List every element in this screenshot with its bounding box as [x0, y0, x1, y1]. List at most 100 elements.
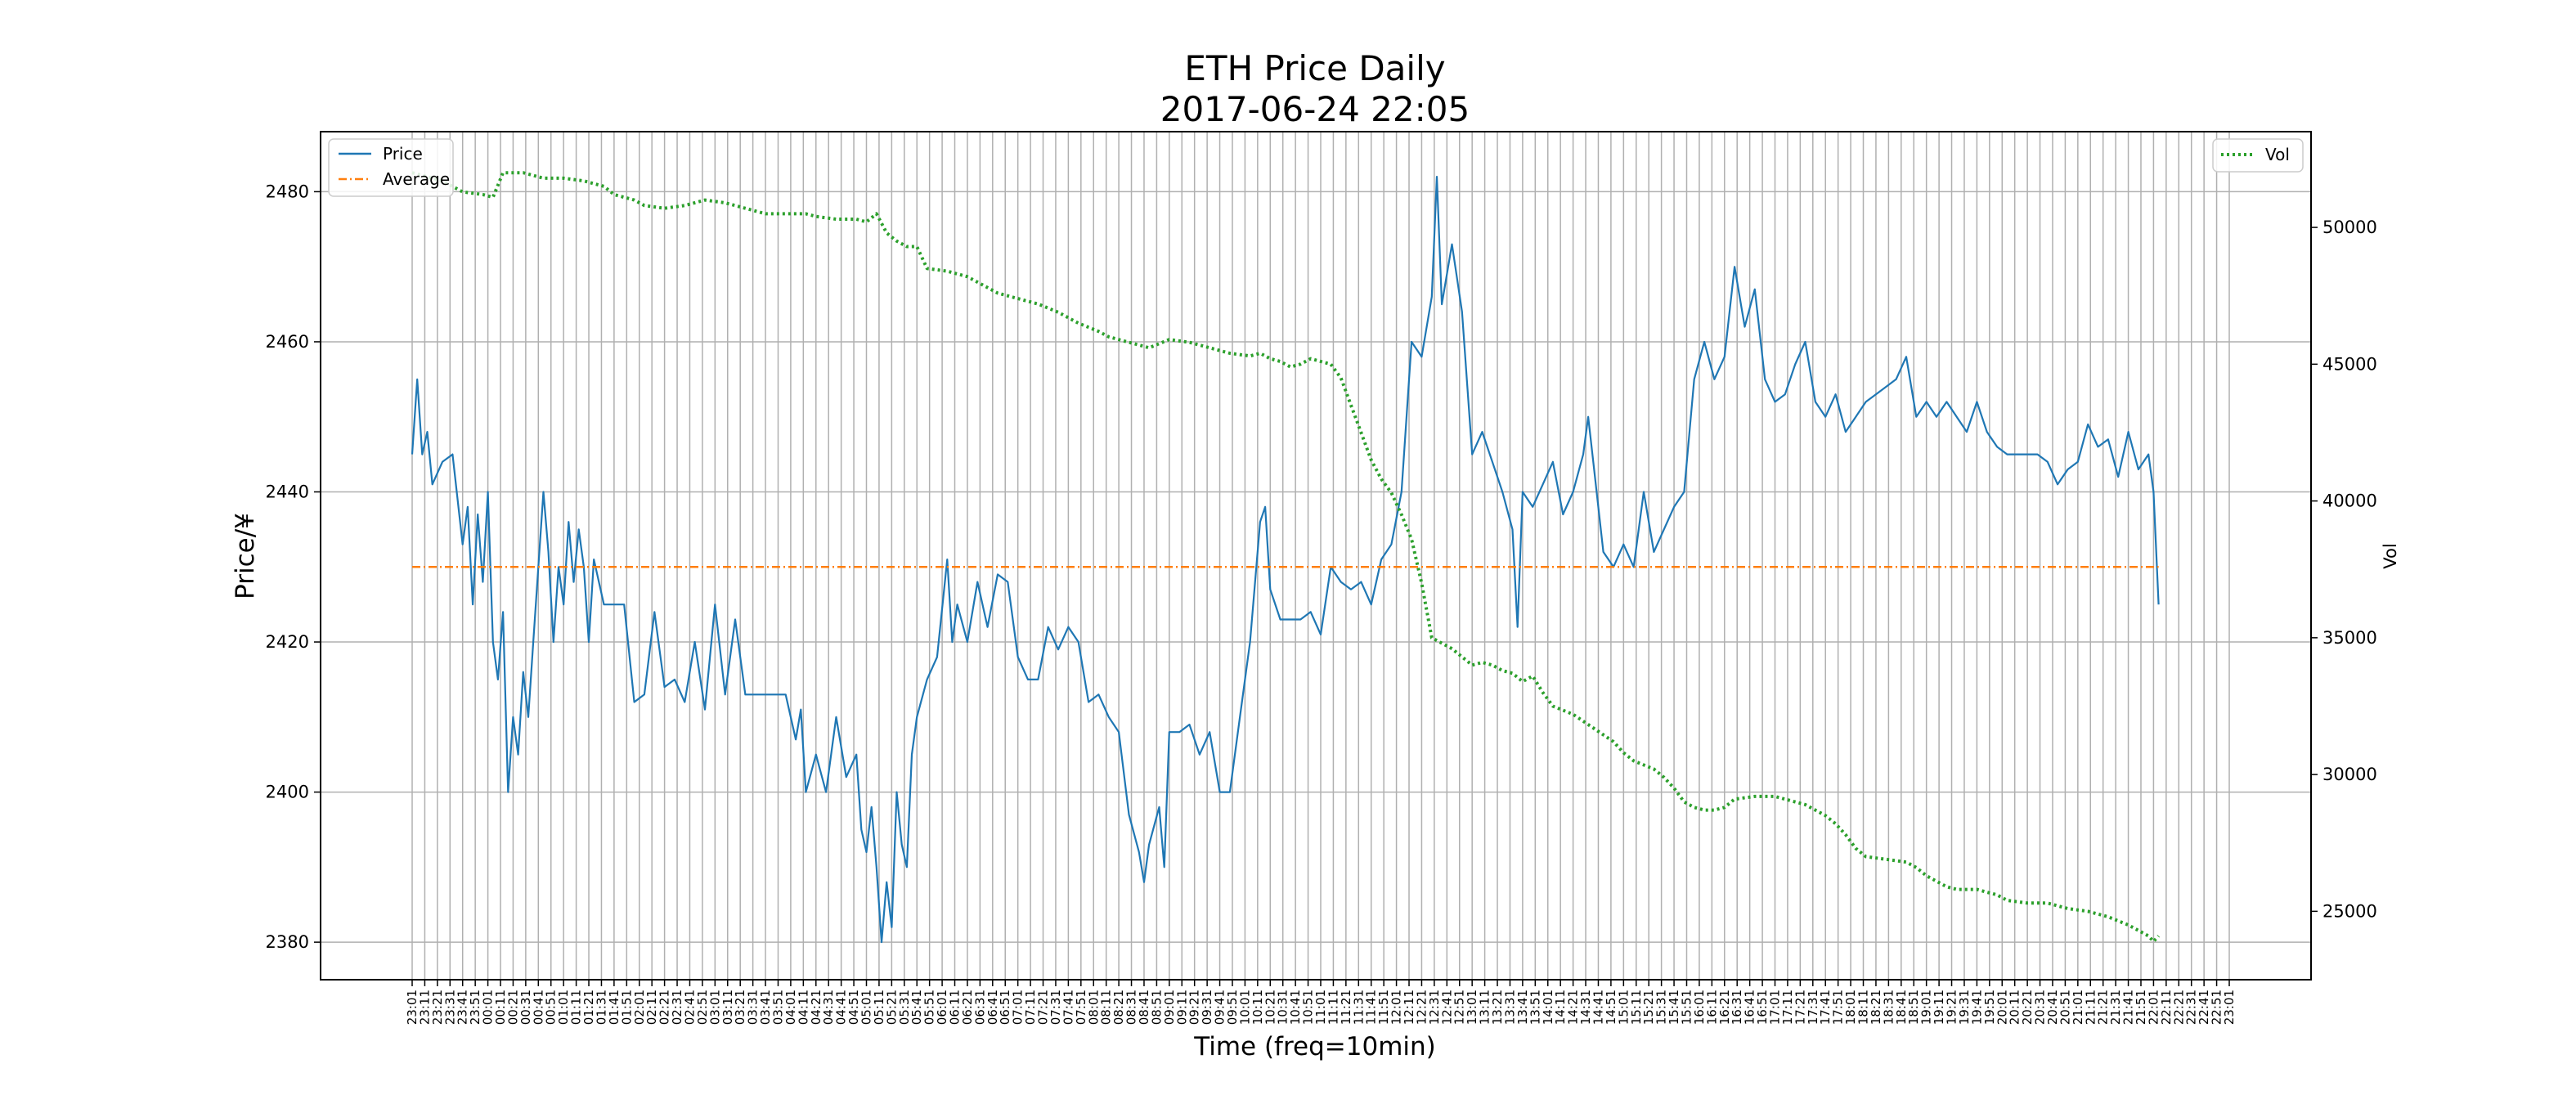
x-tick-label: 06:11: [948, 990, 963, 1025]
x-tick-label: 11:51: [1376, 990, 1391, 1025]
x-tick-label: 02:51: [695, 990, 710, 1025]
x-tick-label: 22:41: [2197, 990, 2211, 1025]
x-tick-label: 03:51: [770, 990, 785, 1025]
legend-right: Vol: [2212, 138, 2304, 173]
x-tick-label: 01:11: [569, 990, 584, 1025]
x-tick-label: 06:51: [998, 990, 1012, 1025]
x-tick-label: 06:41: [985, 990, 1000, 1025]
x-tick-label: 20:11: [2008, 990, 2022, 1025]
x-tick-label: 00:21: [505, 990, 520, 1025]
x-tick-label: 02:41: [682, 990, 697, 1025]
x-tick-label: 01:01: [556, 990, 571, 1025]
x-tick-label: 16:21: [1717, 990, 1732, 1025]
x-tick-label: 04:51: [846, 990, 861, 1025]
x-tick-label: 17:41: [1818, 990, 1833, 1025]
x-tick-label: 16:41: [1743, 990, 1757, 1025]
x-tick-label: 04:01: [783, 990, 798, 1025]
x-tick-label: 18:51: [1906, 990, 1921, 1025]
x-tick-label: 22:31: [2184, 990, 2199, 1025]
x-tick-label: 12:21: [1414, 990, 1429, 1025]
chart-title: ETH Price Daily: [1184, 48, 1445, 88]
x-tick-label: 22:21: [2171, 990, 2186, 1025]
x-tick-label: 06:21: [960, 990, 975, 1025]
y-tick-label: 2420: [266, 632, 309, 652]
x-tick-label: 13:01: [1465, 990, 1479, 1025]
x-tick-label: 10:01: [1237, 990, 1252, 1025]
series-line-price: [411, 176, 2160, 944]
y-tick-label: 2380: [266, 932, 309, 952]
x-tick-label: 01:51: [619, 990, 634, 1025]
x-tick-label: 21:31: [2108, 990, 2123, 1025]
x-tick-label: 14:51: [1604, 990, 1618, 1025]
x-tick-label: 01:31: [594, 990, 608, 1025]
x-tick-label: 14:31: [1578, 990, 1593, 1025]
x-tick-label: 13:31: [1502, 990, 1517, 1025]
y-tick-label: 2480: [266, 182, 309, 201]
x-tick-label: 20:31: [2033, 990, 2048, 1025]
x-tick-label: 14:21: [1566, 990, 1581, 1025]
x-tick-label: 10:41: [1288, 990, 1303, 1025]
x-tick-label: 22:51: [2210, 990, 2224, 1025]
x-tick-label: 23:01: [2222, 990, 2237, 1025]
x-tick-label: 03:01: [707, 990, 722, 1025]
x-tick-label: 13:41: [1515, 990, 1530, 1025]
x-tick-label: 00:51: [544, 990, 559, 1025]
y-tick-label: 2400: [266, 783, 309, 802]
x-tick-label: 12:41: [1439, 990, 1454, 1025]
x-tick-label: 15:51: [1679, 990, 1694, 1025]
x-tick-label: 00:41: [531, 990, 545, 1025]
y2-tick-label: 40000: [2322, 491, 2377, 511]
x-tick-label: 02:21: [657, 990, 672, 1025]
x-tick-label: 12:51: [1452, 990, 1467, 1025]
x-tick-label: 02:11: [644, 990, 659, 1025]
grid-lines: [321, 132, 2311, 980]
x-tick-label: 23:21: [430, 990, 445, 1025]
y2-tick-label: 35000: [2322, 628, 2377, 648]
x-tick-label: 05:21: [884, 990, 899, 1025]
x-tick-label: 08:01: [1086, 990, 1101, 1025]
x-tick-label: 03:41: [758, 990, 773, 1025]
x-tick-label: 15:41: [1667, 990, 1681, 1025]
x-tick-label: 11:01: [1313, 990, 1328, 1025]
legend-price-label: Price: [383, 144, 423, 164]
x-tick-label: 10:11: [1250, 990, 1265, 1025]
x-tick-label: 19:01: [1919, 990, 1934, 1025]
y2-tick-label: 50000: [2322, 218, 2377, 237]
x-tick-label: 10:51: [1301, 990, 1316, 1025]
x-tick-label: 12:11: [1402, 990, 1416, 1025]
x-tick-label: 08:51: [1149, 990, 1164, 1025]
x-tick-label: 20:01: [1995, 990, 2009, 1025]
legend-vol-label: Vol: [2265, 145, 2290, 164]
chart-subtitle: 2017-06-24 22:05: [1160, 89, 1470, 129]
x-tick-label: 03:31: [746, 990, 761, 1025]
x-tick-label: 17:51: [1831, 990, 1846, 1025]
x-tick-label: 07:41: [1061, 990, 1075, 1025]
x-tick-label: 15:21: [1641, 990, 1656, 1025]
x-tick-label: 12:31: [1427, 990, 1442, 1025]
x-tick-label: 18:31: [1881, 990, 1896, 1025]
plot-series: [411, 171, 2161, 944]
x-tick-label: 04:11: [796, 990, 810, 1025]
x-tick-label: 13:21: [1490, 990, 1505, 1025]
y-tick-label: 2460: [266, 332, 309, 352]
x-tick-label: 07:01: [1011, 990, 1025, 1025]
x-tick-label: 14:41: [1591, 990, 1605, 1025]
x-tick-label: 05:11: [872, 990, 886, 1025]
x-tick-label: 17:01: [1768, 990, 1783, 1025]
y-tick-label: 2440: [266, 482, 309, 501]
x-tick-label: 10:31: [1276, 990, 1290, 1025]
x-tick-label: 13:51: [1528, 990, 1542, 1025]
x-tick-label: 05:51: [922, 990, 937, 1025]
x-tick-label: 07:21: [1036, 990, 1051, 1025]
x-tick-label: 15:01: [1616, 990, 1631, 1025]
x-tick-label: 01:41: [607, 990, 622, 1025]
x-tick-label: 11:31: [1351, 990, 1366, 1025]
x-tick-label: 11:11: [1326, 990, 1340, 1025]
x-tick-label: 20:21: [2020, 990, 2035, 1025]
x-tick-label: 23:01: [405, 990, 420, 1025]
x-tick-label: 02:31: [670, 990, 684, 1025]
x-tick-label: 05:41: [909, 990, 924, 1025]
x-tick-label: 14:01: [1541, 990, 1555, 1025]
x-tick-label: 04:41: [834, 990, 849, 1025]
